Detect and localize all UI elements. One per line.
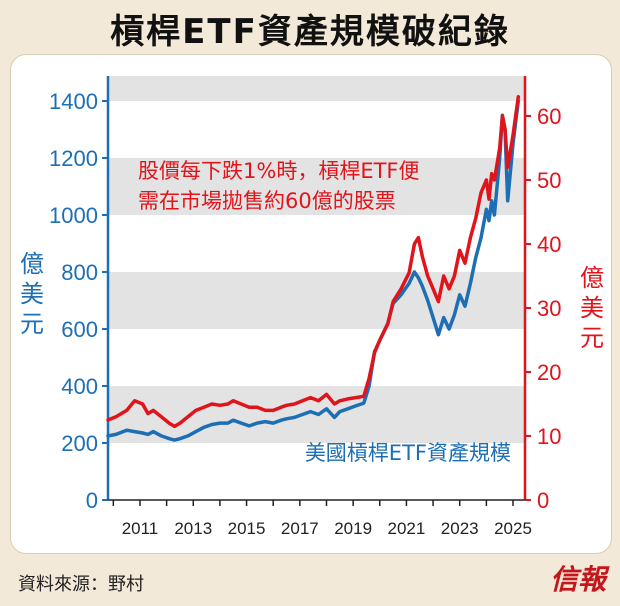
x-tick-label: 2015 bbox=[228, 519, 266, 538]
left-tick-label: 400 bbox=[61, 374, 98, 399]
x-tick-label: 2013 bbox=[174, 519, 212, 538]
annotation-text: 需在市場拋售約60億的股票 bbox=[138, 189, 396, 213]
annotation-text: 股價每下跌1%時，槓桿ETF便 bbox=[138, 159, 420, 183]
left-tick-label: 200 bbox=[61, 431, 98, 456]
x-tick-label: 2023 bbox=[441, 519, 479, 538]
right-tick-label: 50 bbox=[537, 168, 561, 193]
left-tick-label: 0 bbox=[86, 488, 98, 513]
right-axis-label: 億 bbox=[580, 264, 604, 292]
x-tick-label: 2025 bbox=[494, 519, 532, 538]
right-axis-label: 元 bbox=[580, 324, 604, 352]
left-axis-label: 美 bbox=[20, 280, 44, 308]
chart-title: 槓桿ETF資產規模破紀錄 bbox=[110, 12, 510, 52]
left-tick-label: 800 bbox=[61, 260, 98, 285]
x-tick-label: 2019 bbox=[334, 519, 372, 538]
right-tick-label: 0 bbox=[537, 488, 549, 513]
source-note: 資料來源：野村 bbox=[18, 574, 144, 595]
grid-band bbox=[108, 158, 525, 215]
series-line-aum bbox=[106, 99, 521, 442]
right-tick-label: 30 bbox=[537, 296, 561, 321]
right-tick-label: 60 bbox=[537, 104, 561, 129]
left-tick-label: 1000 bbox=[49, 203, 98, 228]
left-tick-label: 1400 bbox=[49, 89, 98, 114]
x-tick-label: 2011 bbox=[122, 519, 159, 538]
right-tick-label: 40 bbox=[537, 232, 561, 257]
left-axis-label: 元 bbox=[20, 310, 44, 338]
series-label-aum: 美國槓桿ETF資產規模 bbox=[305, 441, 511, 465]
left-axis-label: 億 bbox=[20, 250, 44, 278]
right-axis-label: 美 bbox=[580, 294, 604, 322]
grid-band bbox=[108, 76, 525, 101]
right-tick-label: 20 bbox=[537, 360, 561, 385]
publisher-logo: 信報 bbox=[549, 563, 606, 596]
right-tick-label: 10 bbox=[537, 424, 561, 449]
grid-band bbox=[108, 272, 525, 329]
left-tick-label: 1200 bbox=[49, 146, 98, 171]
series-line-red bbox=[106, 95, 521, 429]
x-tick-label: 2017 bbox=[281, 519, 319, 538]
left-tick-label: 600 bbox=[61, 317, 98, 342]
x-tick-label: 2021 bbox=[388, 519, 426, 538]
